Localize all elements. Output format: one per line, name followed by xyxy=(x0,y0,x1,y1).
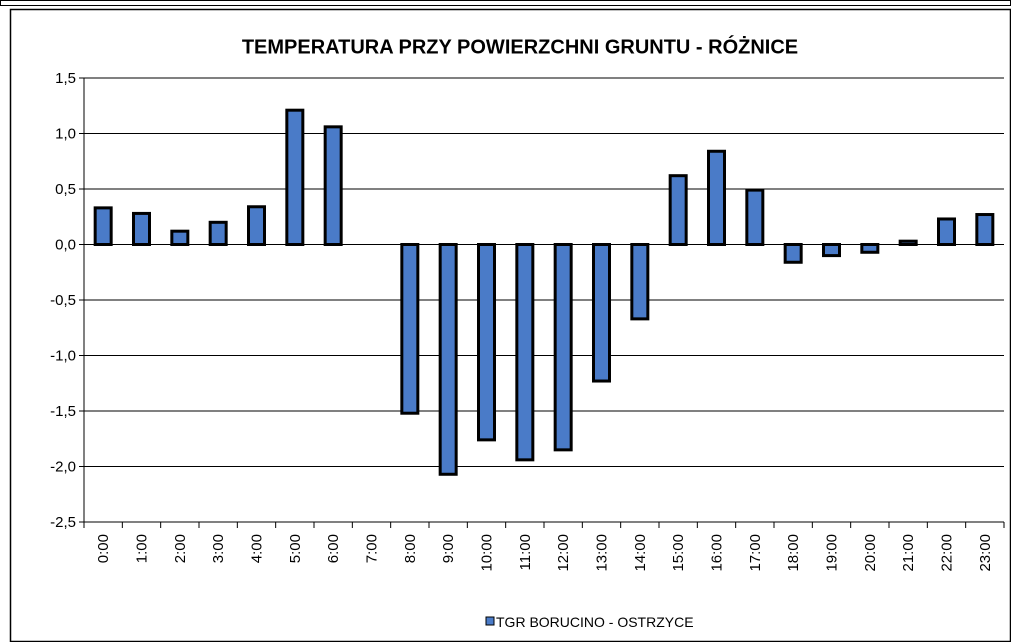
bar xyxy=(898,239,918,246)
bar xyxy=(515,243,535,462)
bar xyxy=(208,220,228,247)
y-tick-label: -2,0 xyxy=(50,459,76,476)
y-tick-label: 0,0 xyxy=(55,237,76,254)
x-tick-label: 21:00 xyxy=(900,534,917,572)
y-tick-label: -1,5 xyxy=(50,403,76,420)
bar xyxy=(477,243,496,442)
bar xyxy=(323,125,343,246)
x-tick-label: 7:00 xyxy=(364,534,381,563)
x-tick-label: 4:00 xyxy=(249,534,266,563)
bar xyxy=(860,243,880,254)
x-tick-label: 11:00 xyxy=(517,534,534,570)
bar xyxy=(247,205,266,246)
x-tick-label: 12:00 xyxy=(555,534,572,572)
x-tick-label: 16:00 xyxy=(709,534,726,572)
bar xyxy=(975,213,995,246)
x-tick-label: 2:00 xyxy=(172,534,189,563)
bar xyxy=(438,243,458,476)
x-tick-label: 5:00 xyxy=(287,534,304,563)
y-tick-label: 1,0 xyxy=(55,126,76,143)
x-tick-label: 6:00 xyxy=(325,534,342,563)
bar xyxy=(783,243,803,264)
y-tick-label: -0,5 xyxy=(50,292,76,309)
x-tick-label: 14:00 xyxy=(632,534,649,572)
bar xyxy=(822,243,841,258)
chart-frame xyxy=(9,8,1011,642)
y-tick-label: 0,5 xyxy=(55,181,76,198)
x-tick-label: 19:00 xyxy=(824,534,841,572)
x-tick-label: 23:00 xyxy=(977,534,994,572)
x-tick-label: 17:00 xyxy=(747,534,764,572)
x-tick-label: 0:00 xyxy=(95,534,112,563)
x-tick-label: 1:00 xyxy=(134,534,151,563)
x-tick-label: 3:00 xyxy=(210,534,227,563)
top-strip xyxy=(0,0,1011,6)
x-tick-label: 9:00 xyxy=(440,534,457,563)
bar xyxy=(668,174,688,246)
bar xyxy=(132,211,151,246)
bar xyxy=(592,243,611,383)
x-tick-label: 18:00 xyxy=(785,534,802,572)
x-tick-label: 15:00 xyxy=(670,534,687,572)
y-tick-label: -1,0 xyxy=(50,348,76,365)
chart-title: TEMPERATURA PRZY POWIERZCHNI GRUNTU - RÓ… xyxy=(242,34,798,58)
x-tick-label: 22:00 xyxy=(939,534,956,572)
bar xyxy=(285,108,305,246)
y-tick-label: -2,5 xyxy=(50,514,76,531)
x-tick-label: 10:00 xyxy=(479,534,496,572)
legend-label: TGR BORUCINO - OSTRZYCE xyxy=(496,614,694,630)
bar xyxy=(170,229,190,246)
y-tick-label: 1,5 xyxy=(55,70,76,87)
bar xyxy=(745,188,765,246)
bar xyxy=(630,243,650,321)
bar xyxy=(553,243,573,452)
bar xyxy=(400,243,420,415)
x-tick-label: 8:00 xyxy=(402,534,419,563)
x-tick-label: 20:00 xyxy=(862,534,879,572)
legend-swatch xyxy=(485,616,495,626)
x-tick-label: 13:00 xyxy=(594,534,611,572)
bar xyxy=(707,149,726,246)
bar xyxy=(93,206,113,246)
bar xyxy=(937,217,956,247)
